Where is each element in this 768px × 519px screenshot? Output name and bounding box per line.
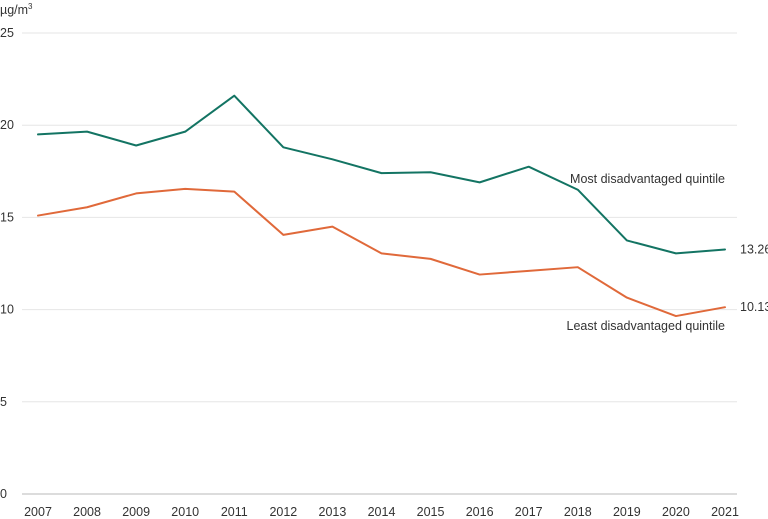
series-name-label: Least disadvantaged quintile xyxy=(567,319,726,333)
y-axis-unit-superscript: 3 xyxy=(28,2,33,11)
x-tick-label: 2010 xyxy=(171,505,199,519)
x-tick-label: 2007 xyxy=(24,505,52,519)
x-tick-label: 2020 xyxy=(662,505,690,519)
x-tick-label: 2012 xyxy=(269,505,297,519)
x-tick-label: 2018 xyxy=(564,505,592,519)
y-tick-label: 10 xyxy=(0,303,14,317)
series-name-label: Most disadvantaged quintile xyxy=(570,172,725,186)
x-tick-label: 2011 xyxy=(221,505,248,519)
x-tick-label: 2017 xyxy=(515,505,543,519)
series-line-most-disadvantaged xyxy=(37,94,726,255)
y-tick-label: 15 xyxy=(0,210,14,224)
series-labels: Most disadvantaged quintile Least disadva… xyxy=(567,172,768,333)
axes: µg/m3 0 5 10 15 20 25 2007 2008 2009 2010 2011 2012… xyxy=(0,2,739,519)
series-line-least-disadvantaged xyxy=(37,187,726,318)
series-lines xyxy=(37,94,726,318)
y-tick-label: 25 xyxy=(0,26,14,40)
y-tick-label: 0 xyxy=(0,487,7,501)
x-tick-label: 2009 xyxy=(122,505,150,519)
x-tick-label: 2019 xyxy=(613,505,641,519)
gridlines xyxy=(22,32,737,495)
y-tick-label: 5 xyxy=(0,395,7,409)
y-tick-label: 20 xyxy=(0,118,14,132)
x-tick-label: 2016 xyxy=(466,505,494,519)
y-axis-unit-label: µg/m3 xyxy=(0,2,33,17)
x-tick-label: 2015 xyxy=(417,505,445,519)
series-end-value-label: 13.26 xyxy=(740,242,768,256)
x-tick-label: 2021 xyxy=(711,505,739,519)
x-tick-label: 2008 xyxy=(73,505,101,519)
x-tick-label: 2013 xyxy=(319,505,347,519)
series-end-value-label: 10.13 xyxy=(740,300,768,314)
y-axis-unit-text: µg/m xyxy=(0,3,28,17)
x-tick-label: 2014 xyxy=(368,505,396,519)
